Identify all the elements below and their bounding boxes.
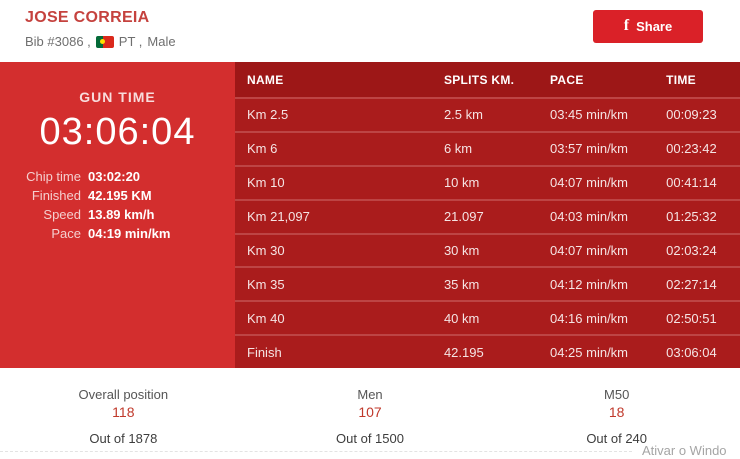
split-row: Km 10 10 km 04:07 min/km 00:41:14 [235,164,740,199]
gun-time-label: GUN TIME [79,89,156,105]
position-category-label: M50 [604,387,630,402]
split-pace-cell: 04:07 min/km [549,175,629,191]
position-column: M50 18 Out of 240 [493,387,740,446]
gun-stat-row: Speed 13.89 km/h [0,205,235,224]
gun-stat-row: Pace 04:19 min/km [0,224,235,243]
splits-table: NAME SPLITS KM. PACE TIME Km 2.5 2.5 km … [235,62,740,368]
country-code: PT , [118,34,143,49]
split-time-cell: 02:27:14 [666,276,717,292]
gun-stat-value: 13.89 km/h [88,207,155,222]
split-row: Km 6 6 km 03:57 min/km 00:23:42 [235,130,740,165]
split-name-cell: Km 2.5 [247,107,289,123]
position-total-label: Out of 1500 [336,431,404,446]
bib-number: Bib #3086 , [25,34,91,49]
column-header-splits: SPLITS KM. [443,72,515,87]
split-pace-cell: 04:07 min/km [549,242,629,258]
gun-stat-row: Chip time 03:02:20 [0,167,235,186]
split-time-cell: 00:09:23 [666,107,717,123]
splits-table-header: NAME SPLITS KM. PACE TIME [235,62,740,97]
column-header-name: NAME [247,72,284,87]
split-name-cell: Km 35 [247,276,285,292]
split-row: Km 40 40 km 04:16 min/km 02:50:51 [235,300,740,334]
split-distance-cell: 35 km [443,276,480,292]
results-main: GUN TIME 03:06:04 Chip time 03:02:20 Fin… [0,62,740,368]
gender-label: Male [147,34,176,49]
athlete-meta: Bib #3086 , PT , Male [25,34,740,49]
position-rank-value: 118 [112,404,135,420]
split-name-cell: Km 21,097 [247,209,310,225]
gun-stats-list: Chip time 03:02:20 Finished 42.195 KM Sp… [0,167,235,243]
position-rank-value: 107 [358,404,382,420]
position-summary: Overall position 118 Out of 1878 Men 107… [0,368,740,446]
page-bottom-divider [0,451,632,452]
gun-stat-value: 03:02:20 [88,169,141,184]
gun-stat-label: Speed [43,207,81,222]
split-row: Km 30 30 km 04:07 min/km 02:03:24 [235,232,740,267]
split-name-cell: Km 6 [247,141,278,157]
windows-activation-watermark: Ativar o Windo [642,443,727,458]
column-header-pace: PACE [549,72,584,87]
column-header-time: TIME [666,72,696,87]
split-row: Km 2.5 2.5 km 03:45 min/km 00:09:23 [235,97,740,131]
split-name-cell: Km 30 [247,242,285,258]
split-time-cell: 02:03:24 [666,242,717,258]
split-time-cell: 01:25:32 [666,209,717,225]
split-distance-cell: 2.5 km [443,107,483,123]
split-name-cell: Km 10 [247,175,285,191]
split-distance-cell: 40 km [443,310,480,326]
position-category-label: Men [357,387,383,402]
split-distance-cell: 30 km [443,242,480,258]
split-time-cell: 00:41:14 [666,175,717,191]
position-total-label: Out of 1878 [89,431,158,446]
flag-emblem [100,39,106,44]
gun-stat-label: Pace [51,226,81,241]
gun-stat-value: 42.195 KM [88,188,152,203]
position-column: Men 107 Out of 1500 [247,387,494,446]
split-distance-cell: 42.195 [443,344,484,360]
gun-stat-row: Finished 42.195 KM [0,186,235,205]
position-column: Overall position 118 Out of 1878 [0,387,247,446]
split-row: Km 21,097 21.097 04:03 min/km 01:25:32 [235,198,740,233]
split-row: Finish 42.195 04:25 min/km 03:06:04 [235,334,740,368]
athlete-header: JOSE CORREIA Bib #3086 , PT , Male f Sha… [0,0,740,62]
facebook-share-button[interactable]: f Share [593,10,703,43]
gun-time-panel: GUN TIME 03:06:04 Chip time 03:02:20 Fin… [0,62,235,368]
split-time-cell: 03:06:04 [666,344,717,360]
facebook-f-icon: f [623,16,630,34]
split-distance-cell: 6 km [443,141,473,157]
position-category-label: Overall position [78,387,169,402]
share-button-label: Share [636,19,673,34]
split-time-cell: 00:23:42 [666,141,717,157]
gun-stat-label: Chip time [26,169,81,184]
portugal-flag-icon [95,35,114,48]
split-distance-cell: 10 km [443,175,480,191]
split-pace-cell: 04:16 min/km [549,310,629,326]
split-pace-cell: 03:45 min/km [549,107,629,123]
gun-stat-label: Finished [31,188,81,203]
split-pace-cell: 04:03 min/km [549,209,629,225]
gun-stat-value: 04:19 min/km [88,226,171,241]
split-name-cell: Finish [247,344,282,360]
gun-time-value: 03:06:04 [39,111,196,153]
split-pace-cell: 04:25 min/km [549,344,629,360]
athlete-name: JOSE CORREIA [25,9,150,26]
position-total-label: Out of 240 [586,431,648,446]
split-distance-cell: 21.097 [443,209,484,225]
splits-table-body: Km 2.5 2.5 km 03:45 min/km 00:09:23 Km 6… [235,97,740,368]
position-rank-value: 18 [608,404,625,420]
split-time-cell: 02:50:51 [666,310,717,326]
split-name-cell: Km 40 [247,310,285,326]
split-row: Km 35 35 km 04:12 min/km 02:27:14 [235,266,740,300]
split-pace-cell: 03:57 min/km [549,141,629,157]
split-pace-cell: 04:12 min/km [549,276,629,292]
